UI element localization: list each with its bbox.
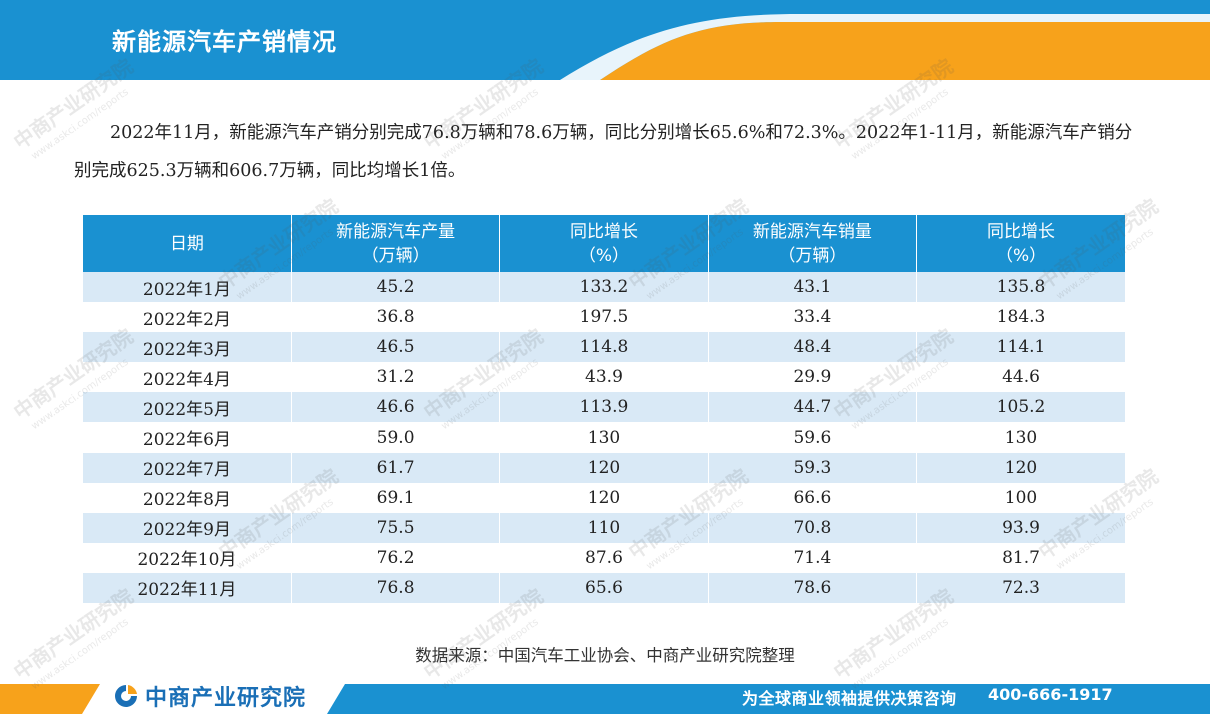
cell-sales-growth: 130: [916, 422, 1125, 453]
cell-sales: 44.7: [708, 392, 918, 423]
table-row: 2022年1月 45.2 133.2 43.1 135.8: [83, 272, 1125, 303]
company-logo: 中商产业研究院: [113, 683, 307, 711]
cell-prod-growth: 110: [499, 512, 709, 543]
table-header-row: 日期 新能源汽车产量 （万辆） 同比增长 （%） 新能源汽车销量 （万辆） 同比增长 （…: [83, 215, 1125, 272]
cell-prod-growth: 197.5: [499, 302, 709, 333]
table-row: 2022年8月 69.1 120 66.6 100: [83, 482, 1125, 513]
cell-sales: 48.4: [708, 332, 918, 363]
header-production: 新能源汽车产量 （万辆）: [291, 215, 501, 272]
cell-date: 2022年5月: [83, 392, 292, 423]
cell-production: 61.7: [291, 452, 501, 483]
cell-prod-growth: 65.6: [499, 572, 709, 604]
cell-sales: 71.4: [708, 542, 918, 573]
cell-production: 76.2: [291, 542, 501, 573]
cell-production: 75.5: [291, 512, 501, 543]
table-row: 2022年9月 75.5 110 70.8 93.9: [83, 512, 1125, 543]
cell-production: 76.8: [291, 572, 501, 604]
logo-text: 中商产业研究院: [145, 686, 307, 711]
cell-date: 2022年4月: [83, 362, 292, 393]
cell-production: 36.8: [291, 302, 501, 333]
cell-production: 59.0: [291, 422, 501, 453]
cell-prod-growth: 133.2: [499, 272, 709, 303]
cell-production: 69.1: [291, 482, 501, 513]
data-table-container: 日期 新能源汽车产量 （万辆） 同比增长 （%） 新能源汽车销量 （万辆） 同比增长 （…: [83, 215, 1125, 604]
cell-sales-growth: 44.6: [916, 362, 1125, 393]
cell-sales: 43.1: [708, 272, 918, 303]
header-sales-growth-unit: （%）: [995, 245, 1047, 266]
cell-prod-growth: 113.9: [499, 392, 709, 423]
header-sales-label: 新能源汽车销量: [752, 221, 872, 242]
cell-production: 45.2: [291, 272, 501, 303]
header-date-label: 日期: [169, 233, 204, 254]
cell-date: 2022年8月: [83, 482, 292, 513]
cell-sales-growth: 93.9: [916, 512, 1125, 543]
cell-production: 46.6: [291, 392, 501, 423]
sales-table: 日期 新能源汽车产量 （万辆） 同比增长 （%） 新能源汽车销量 （万辆） 同比增长 （…: [83, 215, 1125, 604]
cell-production: 31.2: [291, 362, 501, 393]
footer-slogan: 为全球商业领袖提供决策咨询: [742, 689, 957, 708]
cell-sales-growth: 81.7: [916, 542, 1125, 573]
cell-prod-growth: 120: [499, 452, 709, 483]
cell-sales: 33.4: [708, 302, 918, 333]
header-sales-growth-label: 同比增长: [987, 221, 1056, 242]
table-row: 2022年7月 61.7 120 59.3 120: [83, 452, 1125, 483]
table-row: 2022年4月 31.2 43.9 29.9 44.6: [83, 362, 1125, 393]
cell-prod-growth: 120: [499, 482, 709, 513]
table-row: 2022年6月 59.0 130 59.6 130: [83, 422, 1125, 453]
cell-sales-growth: 114.1: [916, 332, 1125, 363]
cell-date: 2022年6月: [83, 422, 292, 453]
table-row: 2022年11月 76.8 65.6 78.6 72.3: [83, 572, 1125, 604]
header-production-growth: 同比增长 （%）: [499, 215, 709, 272]
cell-sales-growth: 100: [916, 482, 1125, 513]
header-sales-growth: 同比增长 （%）: [916, 215, 1125, 272]
header-production-growth-label: 同比增长: [569, 221, 638, 242]
header-date: 日期: [83, 215, 292, 272]
table-row: 2022年10月 76.2 87.6 71.4 81.7: [83, 542, 1125, 573]
cell-prod-growth: 87.6: [499, 542, 709, 573]
header-background: [0, 0, 1210, 80]
table-row: 2022年2月 36.8 197.5 33.4 184.3: [83, 302, 1125, 333]
footer-phone: 400-666-1917: [988, 685, 1113, 704]
cell-prod-growth: 114.8: [499, 332, 709, 363]
table-row: 2022年5月 46.6 113.9 44.7 105.2: [83, 392, 1125, 423]
cell-sales: 29.9: [708, 362, 918, 393]
header-production-unit: （万辆）: [361, 245, 430, 266]
cell-sales-growth: 105.2: [916, 392, 1125, 423]
cell-prod-growth: 43.9: [499, 362, 709, 393]
header-production-label: 新能源汽车产量: [336, 221, 456, 242]
cell-production: 46.5: [291, 332, 501, 363]
header-band: 新能源汽车产销情况: [0, 0, 1210, 80]
cell-date: 2022年2月: [83, 302, 292, 333]
header-sales-unit: （万辆）: [778, 245, 847, 266]
cell-sales: 59.6: [708, 422, 918, 453]
table-body: 2022年1月 45.2 133.2 43.1 135.8 2022年2月 36.8 197.…: [83, 272, 1125, 604]
cell-sales-growth: 184.3: [916, 302, 1125, 333]
cell-date: 2022年3月: [83, 332, 292, 363]
footer-background: [0, 684, 1210, 714]
cell-date: 2022年7月: [83, 452, 292, 483]
cell-prod-growth: 130: [499, 422, 709, 453]
cell-sales-growth: 72.3: [916, 572, 1125, 604]
cell-date: 2022年1月: [83, 272, 292, 303]
header-production-growth-unit: （%）: [578, 245, 630, 266]
cell-date: 2022年11月: [83, 572, 292, 604]
cell-sales-growth: 135.8: [916, 272, 1125, 303]
cell-date: 2022年9月: [83, 512, 292, 543]
cell-sales: 78.6: [708, 572, 918, 604]
data-source-note: 数据来源：中国汽车工业协会、中商产业研究院整理: [415, 646, 795, 665]
table-row: 2022年3月 46.5 114.8 48.4 114.1: [83, 332, 1125, 363]
page-title: 新能源汽车产销情况: [112, 28, 337, 56]
footer-band: [0, 680, 1210, 718]
cell-date: 2022年10月: [83, 542, 292, 573]
intro-paragraph: 2022年11月，新能源汽车产销分别完成76.8万辆和78.6万辆，同比分别增长…: [74, 123, 1133, 181]
cell-sales: 59.3: [708, 452, 918, 483]
cell-sales-growth: 120: [916, 452, 1125, 483]
cell-sales: 70.8: [708, 512, 918, 543]
logo-mark-icon: [115, 685, 137, 707]
header-sales: 新能源汽车销量 （万辆）: [708, 215, 918, 272]
cell-sales: 66.6: [708, 482, 918, 513]
